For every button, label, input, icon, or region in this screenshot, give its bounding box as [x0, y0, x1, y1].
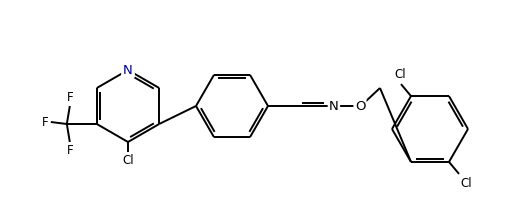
Text: F: F: [42, 116, 49, 129]
Text: Cl: Cl: [394, 68, 406, 81]
Text: F: F: [66, 91, 73, 104]
Text: O: O: [355, 99, 365, 112]
Text: Cl: Cl: [122, 154, 134, 167]
Text: Cl: Cl: [460, 177, 472, 190]
Text: N: N: [329, 99, 339, 112]
Text: F: F: [66, 144, 73, 157]
Text: N: N: [123, 63, 133, 77]
